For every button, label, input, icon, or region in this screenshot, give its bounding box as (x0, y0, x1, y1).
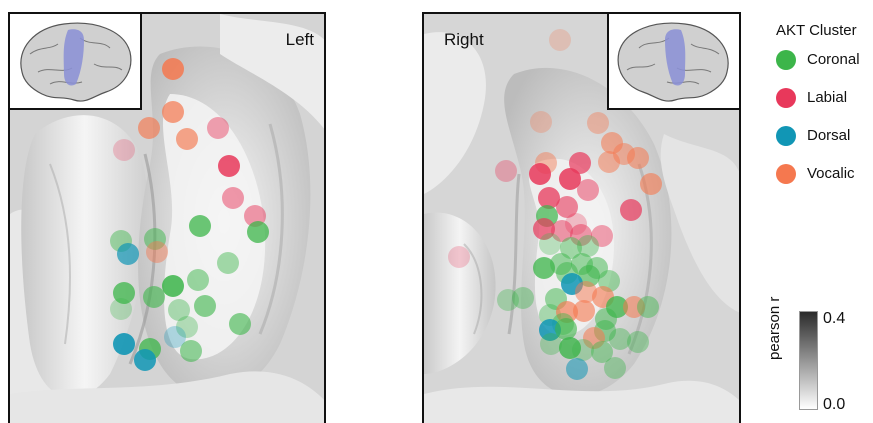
right-electrode-vocalic (549, 29, 571, 51)
right-electrode-coronal (627, 331, 649, 353)
left-electrode-dorsal (134, 349, 156, 371)
right-electrode-dorsal (539, 319, 561, 341)
right-electrode-coronal (560, 237, 582, 259)
left-hemisphere-panel: Left (8, 12, 326, 423)
legend-dot-coronal (776, 50, 796, 70)
left-panel-label: Left (285, 30, 314, 49)
left-electrode-coronal (176, 316, 198, 338)
colorbar-max-label: 0.4 (823, 310, 846, 327)
legend-dot-vocalic (776, 164, 796, 184)
right-electrode-labial (569, 152, 591, 174)
right-electrode-labial (591, 225, 613, 247)
right-electrode-coronal (604, 357, 626, 379)
legend-label-dorsal: Dorsal (807, 127, 851, 144)
right-electrode-dorsal (566, 358, 588, 380)
right-electrode-coronal (533, 257, 555, 279)
right-electrode-coronal (512, 287, 534, 309)
right-electrode-labial (577, 179, 599, 201)
right-electrode-labial (448, 246, 470, 268)
left-electrode-coronal (143, 286, 165, 308)
right-electrode-coronal (572, 339, 594, 361)
legend-item-coronal: Coronal (776, 50, 873, 70)
right-electrode-coronal (637, 296, 659, 318)
left-electrode-dorsal (113, 333, 135, 355)
legend-title: AKT Cluster (776, 22, 857, 39)
right-panel-label: Right (444, 30, 484, 49)
legend-dot-dorsal (776, 126, 796, 146)
right-electrode-labial (559, 168, 581, 190)
right-electrode-labial (533, 218, 555, 240)
left-electrode-labial (222, 187, 244, 209)
right-electrode-labial (556, 196, 578, 218)
legend-item-labial: Labial (776, 88, 873, 108)
right-brain-surface (424, 14, 739, 423)
right-electrode-labial (551, 220, 573, 242)
right-electrode-coronal (497, 289, 519, 311)
right-electrode-coronal (539, 233, 561, 255)
left-electrode-labial (113, 139, 135, 161)
right-electrode-vocalic (587, 112, 609, 134)
left-electrode-coronal (168, 299, 190, 321)
left-electrode-coronal (162, 275, 184, 297)
right-electrode-coronal (609, 328, 631, 350)
pearson-r-colorbar (799, 311, 818, 410)
right-electrode-coronal (559, 337, 581, 359)
right-electrode-vocalic (556, 301, 578, 323)
legend-dot-labial (776, 88, 796, 108)
left-electrode-dorsal (117, 243, 139, 265)
left-electrode-vocalic (138, 117, 160, 139)
right-electrode-vocalic (627, 147, 649, 169)
right-electrode-coronal (586, 257, 608, 279)
left-electrode-coronal (189, 215, 211, 237)
left-brain-inset (10, 14, 142, 110)
right-electrode-coronal (540, 333, 562, 355)
left-electrode-labial (218, 155, 240, 177)
right-electrode-coronal (591, 341, 613, 363)
right-hemisphere-panel: Right (422, 12, 741, 423)
right-electrode-vocalic (640, 173, 662, 195)
left-electrode-coronal (113, 282, 135, 304)
right-brain-inset (607, 14, 739, 110)
right-electrode-vocalic (598, 151, 620, 173)
left-electrode-vocalic (162, 58, 184, 80)
right-electrode-coronal (555, 318, 577, 340)
right-electrode-coronal (577, 235, 599, 257)
left-electrode-coronal (229, 313, 251, 335)
legend-item-vocalic: Vocalic (776, 164, 873, 184)
left-brain-surface (10, 14, 324, 423)
legend-label-vocalic: Vocalic (807, 165, 855, 182)
left-electrode-coronal (217, 252, 239, 274)
left-electrode-vocalic (162, 101, 184, 123)
left-electrode-labial (207, 117, 229, 139)
left-electrode-coronal (110, 298, 132, 320)
right-electrode-vocalic (623, 296, 645, 318)
right-electrode-labial (570, 224, 592, 246)
right-inset-brain-icon (617, 22, 729, 102)
left-electrode-dorsal (164, 326, 186, 348)
colorbar-min-label: 0.0 (823, 396, 846, 413)
legend-item-dorsal: Dorsal (776, 126, 873, 146)
right-electrode-labial (538, 187, 560, 209)
colorbar-title: pearson r (766, 296, 783, 360)
left-electrode-vocalic (176, 128, 198, 150)
left-electrode-coronal (144, 228, 166, 250)
right-electrode-vocalic (575, 281, 597, 303)
left-electrode-coronal (194, 295, 216, 317)
legend-label-coronal: Coronal (807, 51, 860, 68)
right-electrode-labial (620, 199, 642, 221)
left-inset-brain-icon (20, 22, 132, 102)
legend-label-labial: Labial (807, 89, 848, 106)
right-electrode-vocalic (530, 111, 552, 133)
left-electrode-vocalic (146, 241, 168, 263)
left-electrode-coronal (187, 269, 209, 291)
right-electrode-vocalic (583, 327, 605, 349)
right-electrode-vocalic (573, 300, 595, 322)
cluster-legend: AKT Cluster Coronal Labial Dorsal Vocali… (776, 22, 873, 202)
left-electrode-coronal (247, 221, 269, 243)
left-electrode-coronal (180, 340, 202, 362)
right-electrode-labial (529, 163, 551, 185)
right-electrode-labial (495, 160, 517, 182)
